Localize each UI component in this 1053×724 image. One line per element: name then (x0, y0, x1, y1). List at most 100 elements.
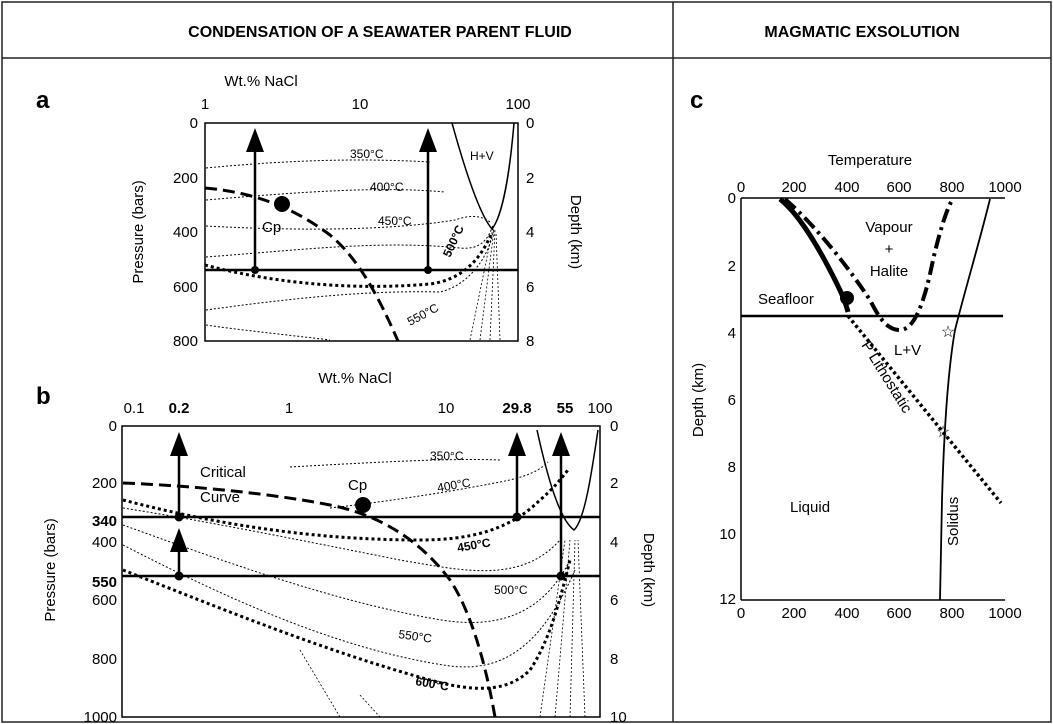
panel-b-ytick-bold: 550 (92, 574, 117, 591)
panel-a-iso-label: 500°C (440, 223, 467, 260)
panel-b-arrow-3-head (508, 432, 526, 456)
isotherm-low (205, 324, 331, 341)
panel-a-ytick: 800 (173, 333, 198, 350)
panel-b-ytick: 400 (92, 534, 117, 551)
panel-b-arrow-4-head (552, 432, 570, 456)
panel-b-dtick: 4 (610, 534, 618, 551)
panel-b-curve-label: Curve (200, 489, 240, 506)
panel-c-xtick-top: 600 (886, 179, 911, 196)
panel-b-point (556, 571, 566, 581)
panel-a-xtick: 100 (505, 96, 530, 113)
panel-c-xtick-top: 200 (781, 179, 806, 196)
panel-b-xtick-bold: 0.2 (169, 400, 190, 417)
panel-a-cp-label: Cp (262, 219, 281, 236)
panel-c-lithostatic-line (846, 314, 1003, 505)
panel-c-xtick-bottom: 600 (886, 605, 911, 622)
panel-a-iso-label: 450°C (378, 214, 412, 228)
isotherm-350 (289, 458, 501, 468)
panel-b-iso-label: 400°C (436, 475, 472, 495)
panel-b-iso-label: 600°C (414, 674, 450, 694)
panel-b-dtick: 8 (610, 651, 618, 668)
panel-c-star-marker: ☆ (936, 424, 950, 441)
panel-b-point (174, 512, 184, 522)
panel-c-label: c (690, 87, 703, 114)
panel-c-lv-label: L+V (894, 342, 921, 359)
panel-b: b Wt.% NaCl 0.1 1 10 100 0.2 29.8 55 0 2… (36, 370, 657, 724)
panel-b-ytick: 800 (92, 651, 117, 668)
panel-a-point (251, 266, 259, 274)
panel-c-liquid-label: Liquid (790, 499, 830, 516)
isotherm-550 (122, 524, 571, 623)
panel-b-xtick: 100 (587, 400, 612, 417)
panel-b-dtick: 10 (610, 709, 627, 724)
panel-a-iso-label: 350°C (350, 147, 384, 161)
panel-c-halite-label: Halite (870, 263, 908, 280)
isotherm-400 (329, 461, 549, 509)
panel-a-critical-curve (204, 186, 400, 342)
panel-c: c Temperature 0 200 400 600 800 1000 0 2… (690, 87, 1022, 622)
panel-b-iso-label: 450°C (456, 535, 492, 555)
panel-c-seafloor-label: Seafloor (758, 291, 814, 308)
isotherm-lower (122, 544, 576, 668)
panel-a-ylabel2: Depth (km) (567, 195, 584, 269)
panel-b-iso-label: 550°C (398, 627, 433, 646)
panel-b-critical-label: Critical (200, 464, 246, 481)
panel-a-point (424, 266, 432, 274)
panel-a-ytick: 600 (173, 279, 198, 296)
panel-c-ytick: 2 (728, 258, 736, 275)
header-right: MAGMATIC EXSOLUTION (764, 24, 959, 41)
panel-c-ytick: 10 (719, 526, 736, 543)
panel-b-xtick-bold: 55 (557, 400, 574, 417)
panel-b-xtick-bold: 29.8 (502, 400, 531, 417)
panel-c-plus-label: + (885, 241, 894, 258)
panel-c-ylabel: Depth (km) (690, 363, 707, 437)
panel-a-hv-label: H+V (470, 149, 494, 163)
panel-b-xtick: 0.1 (124, 400, 145, 417)
panel-a-hv-curve (451, 122, 515, 231)
panel-c-xtick-bottom: 200 (781, 605, 806, 622)
panel-b-ytick: 200 (92, 475, 117, 492)
isotherm-corner (299, 649, 381, 718)
isotherm-steep (469, 227, 501, 341)
panel-a-label: a (36, 87, 50, 114)
panel-c-vapour-label: Vapour (865, 219, 912, 236)
panel-c-xtick-top: 1000 (988, 179, 1021, 196)
panel-b-ytick-bold: 340 (92, 513, 117, 530)
panel-a-arrow-1-head (246, 128, 264, 152)
panel-c-star-marker: ☆ (941, 324, 955, 341)
panel-b-dtick: 2 (610, 475, 618, 492)
panel-a-plot-frame (204, 122, 519, 342)
isotherm-450-bold (122, 469, 570, 542)
panel-b-critical-curve (122, 481, 497, 718)
panel-a-ytick: 0 (190, 115, 198, 132)
panel-a-dtick: 2 (526, 170, 534, 187)
panel-a-cp-point (274, 196, 290, 212)
isotherm-500a (205, 224, 494, 258)
panel-b-xtick: 1 (285, 400, 293, 417)
panel-a: a Wt.% NaCl 1 10 100 0 200 400 600 800 0… (36, 73, 584, 350)
panel-b-hv-curve (536, 429, 599, 531)
panel-b-ylabel2: Depth (km) (640, 533, 657, 607)
panel-c-xtick-top: 800 (939, 179, 964, 196)
isotherm-550 (205, 227, 495, 311)
panel-c-ytick: 6 (728, 392, 736, 409)
panel-a-dtick: 8 (526, 333, 534, 350)
panel-a-iso-label: 550°C (405, 300, 441, 328)
panel-b-xlabel: Wt.% NaCl (318, 370, 391, 387)
panel-b-arrow-1-head (170, 528, 188, 552)
isotherm-500-bold (204, 231, 494, 288)
panel-b-arrow-2-head (170, 432, 188, 456)
panel-a-ytick: 200 (173, 170, 198, 187)
panel-b-label: b (36, 383, 51, 410)
isotherm-450 (205, 216, 491, 230)
panel-b-ytick: 0 (109, 418, 117, 435)
panel-b-plot-frame (121, 425, 601, 718)
header-left: CONDENSATION OF A SEAWATER PARENT FLUID (188, 24, 572, 41)
panel-b-cp-label: Cp (348, 477, 367, 494)
panel-c-xtick-top: 0 (737, 179, 745, 196)
isotherm-steep (539, 539, 586, 718)
panel-b-dtick: 0 (610, 418, 618, 435)
panel-a-arrow-2-head (419, 128, 437, 152)
isotherm-350 (205, 159, 431, 169)
